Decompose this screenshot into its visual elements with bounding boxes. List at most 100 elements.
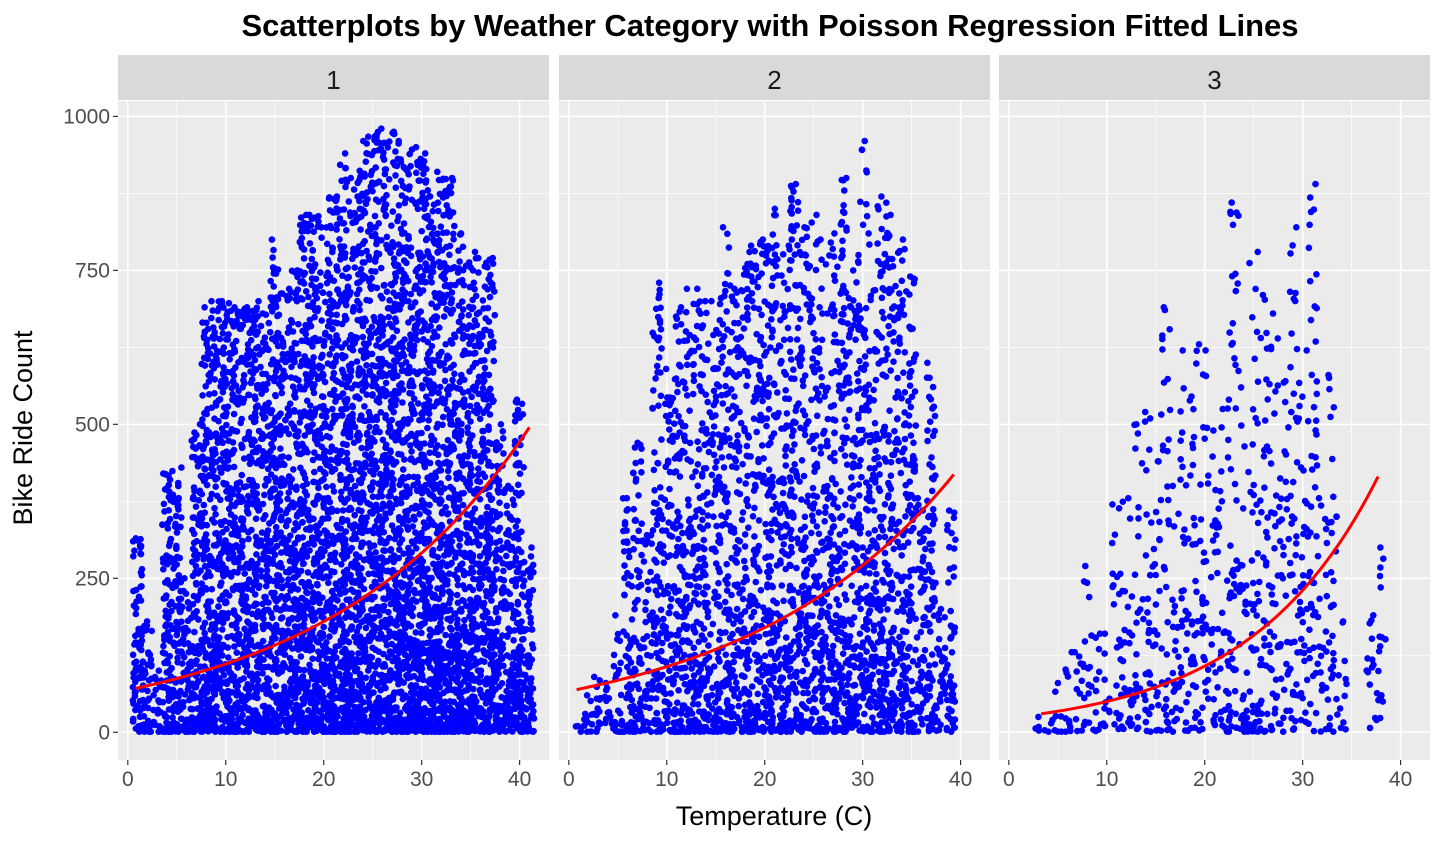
data-point [233, 710, 240, 717]
data-point [262, 334, 269, 341]
data-point [379, 519, 386, 526]
data-point [361, 522, 368, 529]
data-point [339, 726, 346, 733]
data-point [265, 400, 272, 407]
data-point [150, 692, 157, 699]
y-tick-label: 250 [75, 567, 110, 590]
data-point [213, 651, 220, 658]
data-point [333, 377, 340, 384]
data-point [247, 639, 254, 646]
data-point [226, 697, 233, 704]
data-point [386, 677, 393, 684]
data-point [394, 328, 401, 335]
data-point [326, 664, 333, 671]
data-point [388, 601, 395, 608]
data-point [268, 433, 275, 440]
data-point [278, 593, 285, 600]
data-point [392, 315, 399, 322]
data-point [255, 298, 262, 305]
data-point [327, 448, 334, 455]
data-point [273, 622, 280, 629]
data-point [135, 630, 142, 637]
data-point [395, 689, 402, 696]
data-point [299, 510, 306, 517]
data-point [358, 565, 365, 572]
data-point [383, 478, 390, 485]
data-point [343, 227, 350, 234]
data-point [326, 648, 333, 655]
data-point [339, 448, 346, 455]
data-point [290, 466, 297, 473]
data-point [212, 376, 219, 383]
data-point [231, 447, 238, 454]
data-point [208, 696, 215, 703]
data-point [270, 247, 277, 254]
data-point [219, 301, 226, 308]
data-point [283, 510, 290, 517]
data-point [338, 561, 345, 568]
data-point [376, 726, 383, 733]
data-point [147, 651, 154, 658]
data-point [405, 298, 412, 305]
data-point [131, 547, 138, 554]
data-point [161, 501, 168, 508]
data-point [261, 492, 268, 499]
data-point [348, 385, 355, 392]
data-point [387, 338, 394, 345]
data-point [218, 438, 225, 445]
data-point [251, 603, 258, 610]
data-point [212, 483, 219, 490]
data-point [174, 529, 181, 536]
data-point [390, 363, 397, 370]
data-point [219, 561, 226, 568]
data-point [220, 330, 227, 337]
data-point [372, 164, 379, 171]
data-point [356, 286, 363, 293]
data-point [270, 264, 277, 271]
data-point [364, 196, 371, 203]
data-point [326, 434, 333, 441]
data-point [178, 464, 185, 471]
data-point [387, 710, 394, 717]
data-point [173, 701, 180, 708]
data-point [308, 583, 315, 590]
data-point [211, 689, 218, 696]
data-point [248, 414, 255, 421]
data-point [398, 362, 405, 369]
data-point [219, 610, 226, 617]
data-point [248, 337, 255, 344]
data-point [355, 382, 362, 389]
data-point [299, 645, 306, 652]
data-point [377, 314, 384, 321]
data-point [333, 263, 340, 270]
data-point [348, 361, 355, 368]
data-point [307, 317, 314, 324]
data-point [219, 626, 226, 633]
data-point [257, 556, 264, 563]
data-point [318, 317, 325, 324]
data-point [201, 502, 208, 509]
data-point [215, 317, 222, 324]
data-point [253, 345, 260, 352]
data-point [278, 577, 285, 584]
data-point [160, 566, 167, 573]
data-point [262, 340, 269, 347]
data-point [222, 432, 229, 439]
data-point [295, 586, 302, 593]
data-point [329, 406, 336, 413]
data-point [253, 515, 260, 522]
data-point [383, 380, 390, 387]
data-point [309, 368, 316, 375]
data-point [358, 266, 365, 273]
data-point [271, 630, 278, 637]
data-point [389, 433, 396, 440]
data-point [310, 479, 317, 486]
data-point [327, 223, 334, 230]
data-point [258, 567, 265, 574]
data-point [339, 683, 346, 690]
data-point [200, 473, 207, 480]
data-point [344, 495, 351, 502]
data-point [209, 449, 216, 456]
data-point [358, 674, 365, 681]
